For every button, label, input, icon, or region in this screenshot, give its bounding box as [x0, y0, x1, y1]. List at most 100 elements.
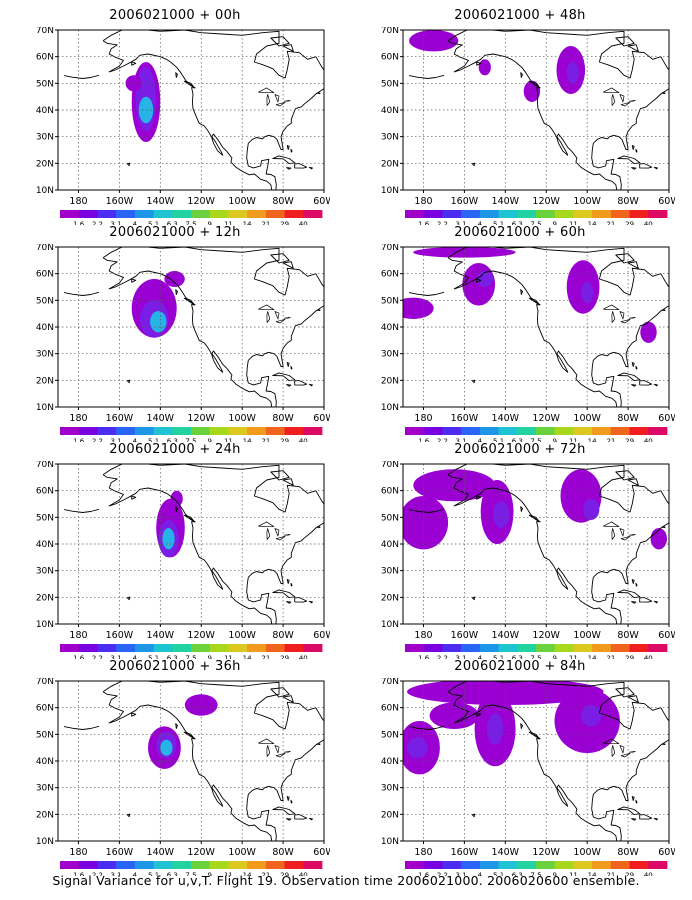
colorbar-swatch — [134, 644, 154, 652]
lon-tick-label: 140W — [147, 413, 175, 424]
lon-tick-label: 160W — [451, 413, 479, 424]
variance-blob — [413, 469, 496, 502]
island — [627, 44, 639, 52]
great-lake — [603, 738, 620, 745]
great-lake — [619, 528, 625, 537]
colorbar-swatch — [284, 427, 304, 435]
colorbar-swatch — [498, 644, 518, 652]
lat-tick-label: 50N — [36, 296, 54, 306]
colorbar-label: 21 — [606, 872, 615, 877]
lon-tick-label: 60W — [658, 847, 675, 858]
colorbar-label: 14 — [243, 221, 252, 226]
colorbar-label: 2.2 — [437, 438, 448, 443]
island — [316, 309, 321, 311]
great-lake — [611, 528, 616, 540]
lon-tick-label: 160W — [106, 196, 134, 207]
colorbar-swatch — [134, 861, 154, 869]
island — [290, 799, 293, 804]
lat-tick-label: 10N — [36, 186, 54, 196]
colorbar-label: 9 — [207, 221, 211, 226]
island — [282, 478, 294, 486]
colorbar-swatch — [153, 427, 173, 435]
colorbar-swatch — [610, 644, 630, 652]
lon-tick-label: 60W — [658, 413, 675, 424]
colorbar-label: 3.1 — [456, 438, 467, 443]
colorbar-label: 40 — [644, 221, 653, 226]
island — [126, 379, 131, 384]
lat-tick-label: 60N — [36, 487, 54, 497]
lon-tick-label: 140W — [147, 196, 175, 207]
colorbar-swatch — [517, 861, 537, 869]
great-lake — [266, 745, 271, 757]
axis-ticks — [400, 680, 670, 844]
map-plot: 10N 20N 30N 40N 50N 60N 70N 180 160W 140W 120W 100W… — [36, 461, 330, 659]
colorbar-label: 11 — [224, 221, 233, 226]
colorbar-swatch — [303, 427, 323, 435]
island — [175, 72, 178, 78]
colorbar-label: 11 — [224, 872, 233, 877]
great-lake — [603, 87, 620, 94]
great-lake — [611, 311, 616, 323]
island — [653, 383, 658, 387]
lon-tick-label: 140W — [147, 630, 175, 641]
island — [671, 513, 675, 525]
coastlines — [64, 464, 324, 624]
lat-tick-label: 70N — [381, 244, 399, 253]
colorbar-swatch — [461, 861, 481, 869]
island — [175, 506, 178, 512]
colorbar-label: 14 — [588, 872, 597, 877]
colorbar-swatch — [97, 861, 117, 869]
island — [175, 723, 178, 729]
lon-tick-label: 80W — [272, 413, 294, 424]
colorbar-swatch — [78, 861, 98, 869]
coastlines — [409, 464, 675, 624]
lon-tick-label: 80W — [617, 413, 639, 424]
colorbar-swatch — [153, 210, 173, 218]
island — [653, 817, 658, 821]
colorbar-label: 5.1 — [148, 872, 159, 877]
lon-tick-label: 120W — [187, 630, 215, 641]
colorbar-swatch — [629, 427, 649, 435]
island — [270, 470, 290, 481]
colorbar-swatch — [648, 427, 668, 435]
island — [131, 495, 137, 500]
great-lake — [283, 534, 291, 536]
colorbar-label: 2.2 — [437, 655, 448, 660]
lat-tick-label: 30N — [381, 567, 399, 577]
coastlines — [64, 681, 324, 841]
island — [126, 813, 131, 818]
lon-tick-label: 180 — [69, 630, 87, 641]
island — [520, 506, 523, 512]
colorbar-label: 40 — [644, 655, 653, 660]
lon-tick-label: 180 — [414, 847, 432, 858]
aleutian-islands — [409, 74, 445, 79]
island — [326, 79, 330, 91]
great-lake — [620, 752, 631, 758]
aleutian-islands — [64, 74, 100, 79]
island — [528, 731, 540, 740]
colorbar: 1.6 2.2 3.1 4 5.1 6.3 7.5 9 11 14 21 29 40 — [405, 861, 668, 877]
island — [631, 384, 637, 387]
north-america-coast — [447, 681, 669, 841]
variance-blob — [407, 681, 604, 705]
colorbar-swatch — [517, 644, 537, 652]
colorbar-label: 3.1 — [111, 221, 122, 226]
great-lake — [274, 745, 280, 754]
variance-blob — [476, 271, 493, 287]
variance-field — [156, 490, 185, 558]
island — [520, 289, 523, 295]
colorbar-swatch — [172, 644, 192, 652]
grid — [403, 247, 669, 407]
colorbar-swatch — [423, 861, 443, 869]
lon-tick-label: 100W — [573, 413, 601, 424]
colorbar-swatch — [228, 861, 248, 869]
island — [183, 731, 195, 740]
island — [631, 579, 635, 584]
island — [528, 297, 540, 306]
colorbar-label: 29 — [280, 438, 289, 443]
colorbar-swatch — [153, 861, 173, 869]
panel-title: 2006021000 + 00h — [109, 8, 241, 23]
colorbar-swatch — [461, 427, 481, 435]
lon-tick-label: 180 — [414, 196, 432, 207]
lon-tick-label: 100W — [228, 196, 256, 207]
